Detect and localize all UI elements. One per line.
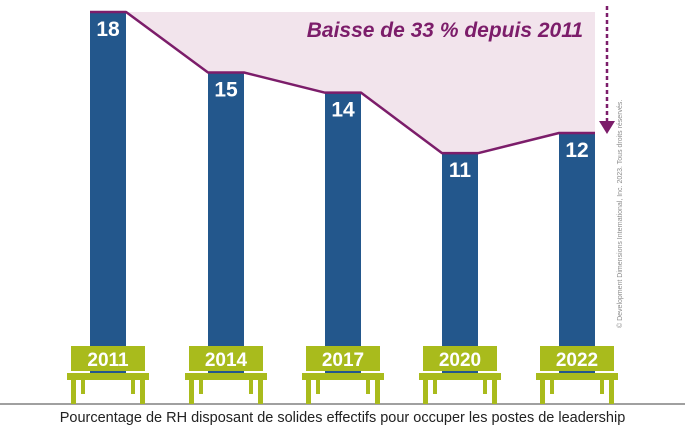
year-label-2022: 2022 <box>556 350 598 371</box>
value-label-2017: 14 <box>331 99 355 122</box>
bench-2017: 2017 <box>302 346 384 404</box>
year-label-2017: 2017 <box>322 350 364 371</box>
bar-2022 <box>559 133 595 375</box>
chart-caption: Pourcentage de RH disposant de solides e… <box>59 410 626 426</box>
copyright-notice: © Development Dimensions International, … <box>617 99 624 328</box>
year-label-2014: 2014 <box>205 350 248 371</box>
value-labels-group: 18 15 14 11 12 <box>96 18 588 182</box>
bench-2022: 2022 <box>536 346 618 404</box>
bar-2017 <box>325 92 361 376</box>
value-label-2020: 11 <box>449 159 472 182</box>
bench-2014: 2014 <box>185 346 267 404</box>
trend-line <box>90 10 595 155</box>
year-label-2011: 2011 <box>87 350 129 371</box>
bars-group <box>90 12 595 376</box>
value-label-2011: 18 <box>96 18 120 41</box>
value-label-2022: 12 <box>565 139 588 162</box>
bar-2011 <box>90 12 126 375</box>
bar-2014 <box>208 72 244 375</box>
value-label-2014: 15 <box>214 79 238 102</box>
annotation-text: Baisse de 33 % depuis 2011 <box>307 19 583 42</box>
bench-2011: 2011 <box>67 346 149 404</box>
year-label-2020: 2020 <box>439 350 481 371</box>
bar-2020 <box>442 153 478 375</box>
benches-group: 2011 2014 2017 2020 2022 <box>67 346 618 404</box>
bench-2020: 2020 <box>419 346 501 404</box>
decline-area <box>90 12 595 154</box>
annotation-arrow-head <box>599 121 615 134</box>
